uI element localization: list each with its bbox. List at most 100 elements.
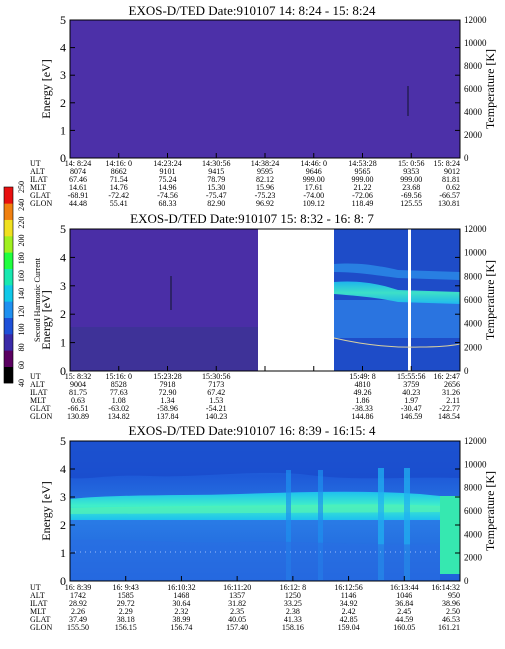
panel-2-cell: 1.08: [112, 396, 126, 405]
panel-3-y2tick-label: 12000: [464, 436, 487, 446]
panel-3-column-1: [286, 470, 291, 580]
panel-3-xticks: [69, 576, 461, 581]
panel-1-cell: 17.61: [305, 183, 323, 192]
panel-1-xticks: [69, 153, 461, 158]
panel-1-cell: 9101: [160, 167, 176, 176]
panel-3-cell: 40.05: [228, 615, 246, 624]
colorbar-frame: [3, 186, 14, 384]
panel-2-y2ticks: 0 2000 4000 6000 8000 10000 12000: [464, 224, 487, 376]
panel-1-cell: 0.62: [446, 183, 460, 192]
colorbar-cell: [4, 268, 13, 286]
colorbar-tick-label: 250: [17, 181, 26, 193]
panel-1: EXOS-D/TED Date:910107 14: 8:24 - 15: 8:…: [30, 3, 497, 208]
panel-3-y2tick-label: 4000: [464, 529, 483, 539]
panel-3-ytick-label: 1: [60, 546, 66, 560]
panel-1-cell: 14: 8:24: [65, 159, 91, 168]
panel-1-cell: 68.33: [159, 199, 177, 208]
panel-3-frame: [69, 440, 461, 582]
panel-3-table: UT 16: 8:39 16: 9:43 16:10:32 16:11:20 16:12:…: [30, 583, 460, 632]
panel-2-cell: 16: 2:47: [434, 372, 460, 381]
panel-2-row-label: ILAT: [30, 388, 47, 397]
panel-2-title: EXOS-D/TED Date:910107 15: 8:32 - 16: 8:…: [130, 211, 374, 226]
colorbar-cell: [4, 203, 13, 220]
colorbar-tick-label: 120: [17, 306, 26, 318]
panel-1-plot-bg: [70, 20, 460, 158]
panel-1-cell: 999.00: [352, 175, 374, 184]
panel-3-cell: 34.92: [340, 599, 358, 608]
panel-1-row-label: ILAT: [30, 175, 47, 184]
panel-3-cell: 2.38: [286, 607, 300, 616]
panel-1-cell: -66.57: [439, 191, 460, 200]
panel-2-cell: -66.51: [68, 404, 89, 413]
panel-1-cell: 14.96: [159, 183, 177, 192]
colorbar-cell: [4, 366, 13, 384]
panel-2-cell: 134.82: [108, 412, 130, 421]
panel-2-cell: 8528: [111, 380, 127, 389]
panel-3-cell: 42.85: [340, 615, 358, 624]
panel-2-table: UT 15: 8:32 15:16: 0 15:23:28 15:30:56 15:49:…: [30, 372, 460, 421]
panel-3-cell: 31.82: [228, 599, 246, 608]
panel-1-cell: -69.56: [401, 191, 422, 200]
panel-3-y2tick-label: 0: [464, 576, 469, 586]
panel-1-cell: 15: 0:56: [398, 159, 424, 168]
panel-2-y2tick-label: 12000: [464, 224, 487, 234]
panel-3-y2tick-label: 2000: [464, 553, 483, 563]
panel-2-cell: 77.63: [110, 388, 128, 397]
panel-3-row-label: GLAT: [30, 615, 51, 624]
panel-2-cell: 140.23: [205, 412, 227, 421]
panel-1-cell: 67.46: [69, 175, 87, 184]
panel-3-column-2: [318, 470, 323, 580]
panel-1-cell: 82.12: [256, 175, 274, 184]
panel-3-cell: 16:11:20: [223, 583, 251, 592]
panel-1-cell: 9353: [403, 167, 419, 176]
panel-2-xticks: [69, 366, 461, 371]
panel-3-row-label: GLON: [30, 623, 52, 632]
colorbar-tick-label: 220: [17, 217, 26, 229]
colorbar-tick-label: 180: [17, 252, 26, 264]
panel-1-cell: 14.61: [69, 183, 87, 192]
panel-3-cell: 44.59: [395, 615, 413, 624]
panel-3-row-label: MLT: [30, 607, 46, 616]
panel-1-ytick-label: 3: [60, 68, 66, 82]
panel-3-cell: 1742: [70, 591, 86, 600]
panel-2-cell: 1.53: [209, 396, 223, 405]
panel-3-title: EXOS-D/TED Date:910107 16: 8:39 - 16:15:…: [129, 423, 376, 438]
panel-1-cell: 14:30:56: [202, 159, 230, 168]
panel-2-ytick-label: 2: [60, 307, 66, 321]
panel-3-cell: 29.72: [117, 599, 135, 608]
panel-2-cell: 15:23:28: [153, 372, 181, 381]
panel-3-yticks: 0 1 2 3 4 5: [60, 434, 460, 588]
panel-2-ytick-label: 5: [60, 222, 66, 236]
panel-1-cell: 82.90: [207, 199, 225, 208]
panel-1-cell: -74.00: [303, 191, 324, 200]
colorbar-tick-label: 60: [17, 361, 26, 369]
panel-2-cell: 9004: [70, 380, 86, 389]
colorbar-cell: [4, 252, 13, 269]
panel-2-ytick-label: 1: [60, 336, 66, 350]
panel-3-band-green: [440, 496, 460, 574]
colorbar-tick-label: 40: [17, 379, 26, 387]
colorbar-tick-label: 80: [17, 343, 26, 351]
panel-3-cell: 2.45: [397, 607, 411, 616]
colorbar-cell: [4, 187, 13, 204]
panel-3-ylabel: Energy [eV]: [39, 481, 53, 540]
panel-3-lower-patch: [70, 539, 440, 581]
panel-3-cell: 161.21: [438, 623, 460, 632]
panel-1-cell: -75.23: [255, 191, 276, 200]
panel-3: EXOS-D/TED Date:910107 16: 8:39 - 16:15:…: [30, 423, 497, 632]
panel-1-ylabel: Energy [eV]: [39, 59, 53, 118]
colorbar-tick-label: 140: [17, 288, 26, 300]
panel-2-y2tick-label: 10000: [464, 248, 487, 258]
panel-3-cell: 2.26: [71, 607, 85, 616]
panel-1-cell: 15: 8:24: [434, 159, 460, 168]
panel-3-cell: 1468: [173, 591, 189, 600]
panel-1-cell: 14:16: 0: [106, 159, 132, 168]
panel-3-upper-dark: [70, 441, 460, 479]
panel-1-cell: 81.81: [442, 175, 460, 184]
panel-2-cell: 3759: [403, 380, 419, 389]
panel-2-cell: 15:49: 8: [349, 372, 375, 381]
panel-1-row-label: GLON: [30, 199, 52, 208]
panel-1-cell: 55.41: [110, 199, 128, 208]
panel-3-ytick-label: 2: [60, 518, 66, 532]
panel-1-cell: 8662: [111, 167, 127, 176]
